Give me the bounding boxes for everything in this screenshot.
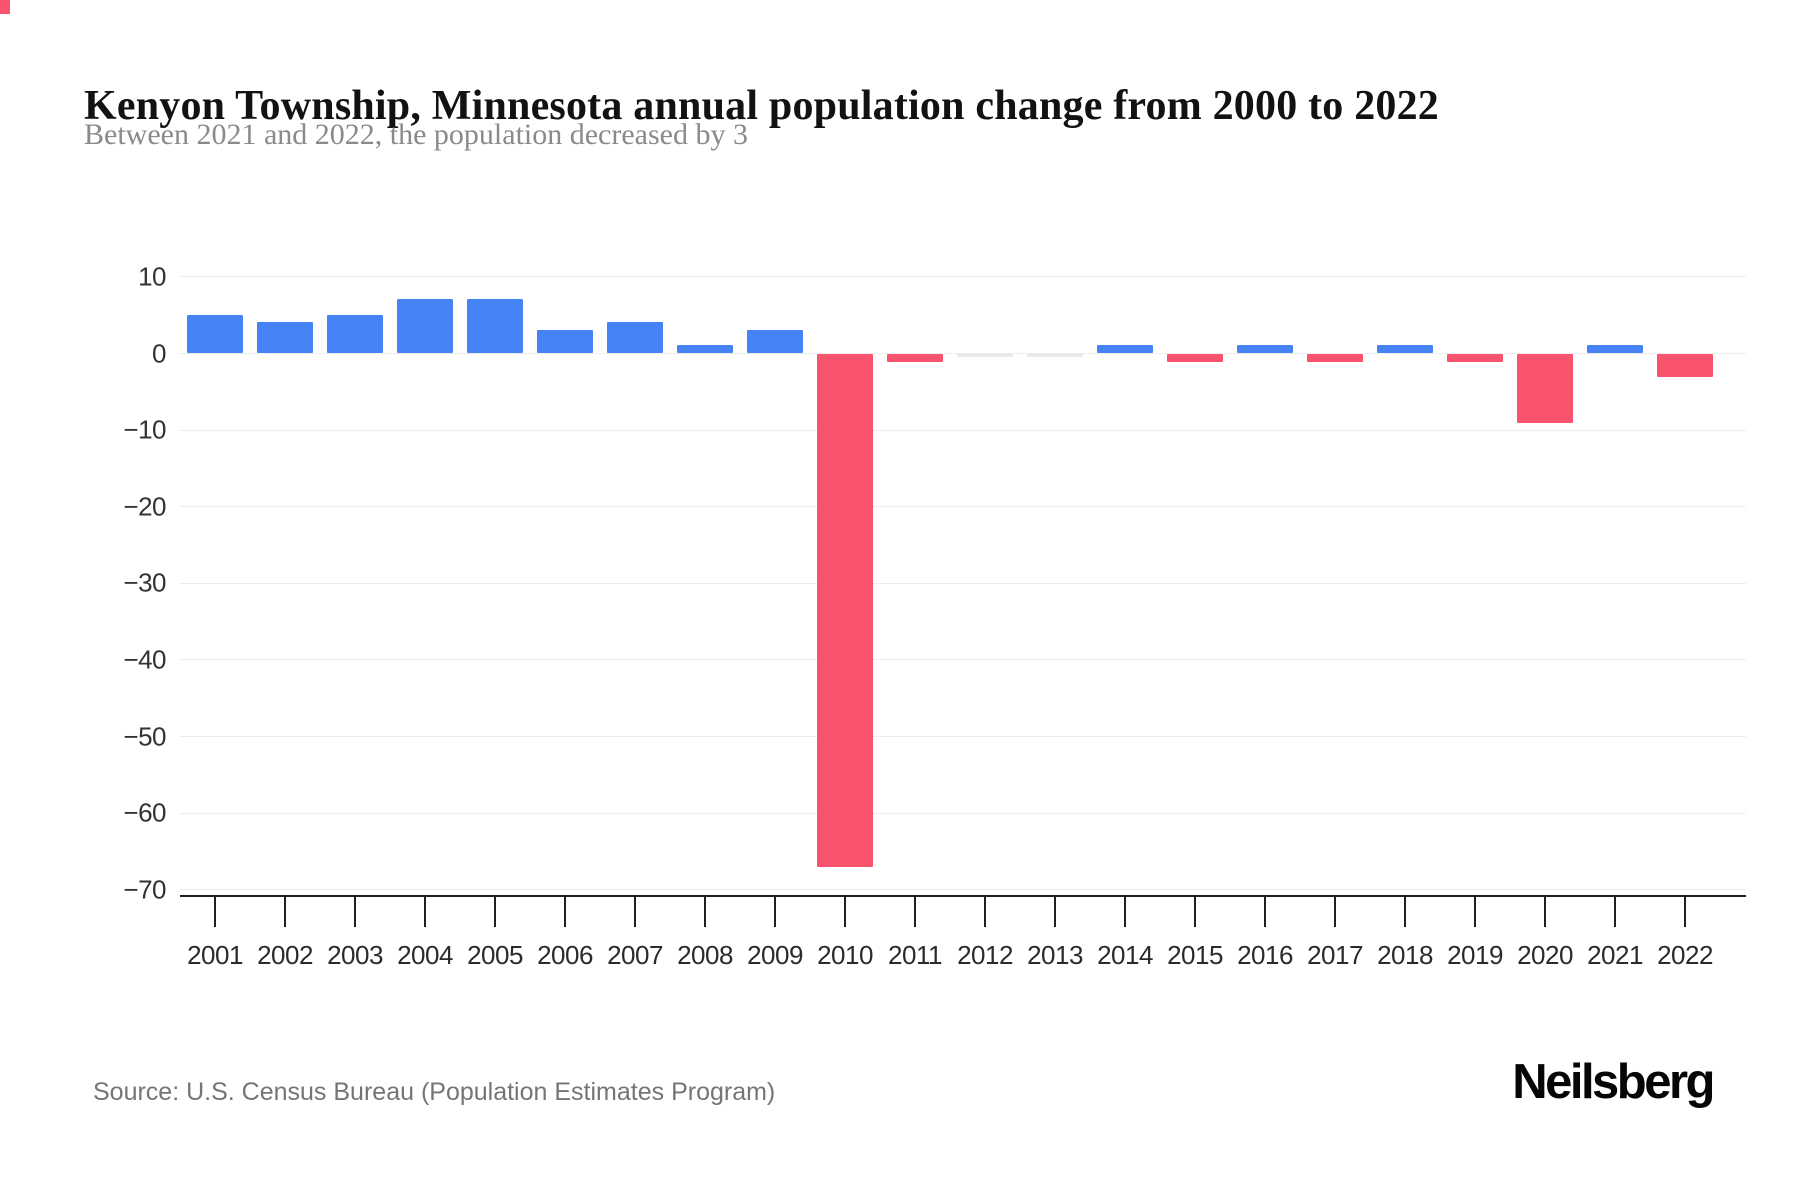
gridline [180, 353, 1746, 354]
x-axis-tick [1474, 897, 1476, 927]
bar [817, 354, 873, 868]
y-axis-label: −40 [123, 644, 166, 675]
x-axis-label: 2013 [1027, 940, 1083, 970]
x-axis-tick [704, 897, 706, 927]
bar [1657, 354, 1713, 377]
bar [1167, 354, 1223, 362]
bar [467, 299, 523, 353]
x-axis-label: 2011 [888, 940, 942, 970]
gridline [180, 812, 1746, 814]
x-axis-tick [354, 897, 356, 927]
x-axis-tick [1614, 897, 1616, 927]
bar [397, 299, 453, 353]
x-axis-label: 2008 [677, 940, 733, 970]
source-text: Source: U.S. Census Bureau (Population E… [93, 1078, 776, 1106]
x-axis-tick [214, 897, 216, 927]
gridline [180, 506, 1746, 508]
x-axis-tick [424, 897, 426, 927]
x-axis-label: 2014 [1097, 940, 1153, 970]
x-axis-label: 2012 [957, 940, 1013, 970]
bar [887, 354, 943, 362]
x-axis-tick [494, 897, 496, 927]
x-axis-tick [284, 897, 286, 927]
y-axis-label: −50 [123, 721, 166, 751]
bar [257, 322, 313, 353]
x-axis-tick [1334, 897, 1336, 927]
page-title: Kenyon Township, Minnesota annual popula… [84, 83, 1439, 130]
bar [1517, 354, 1573, 423]
x-axis-label: 2017 [1307, 940, 1363, 970]
x-axis-tick [564, 897, 566, 927]
page-subtitle: Between 2021 and 2022, the population de… [84, 118, 748, 151]
bar [187, 314, 243, 353]
x-axis-label: 2016 [1237, 940, 1293, 970]
x-axis-tick [1404, 897, 1406, 927]
x-axis-label: 2002 [257, 940, 313, 970]
x-axis-label: 2004 [397, 940, 453, 970]
x-axis-label: 2021 [1587, 940, 1643, 970]
x-axis-tick [1124, 897, 1126, 927]
gridline [180, 582, 1746, 584]
bar [747, 330, 803, 353]
y-axis-label: −70 [123, 874, 166, 905]
y-axis-label: −30 [123, 567, 166, 598]
y-axis-label: −10 [123, 414, 166, 445]
x-axis-tick [1054, 897, 1056, 927]
corner-marker [0, 0, 10, 14]
x-axis-tick [984, 897, 986, 927]
x-axis-label: 2001 [187, 940, 243, 970]
bar [607, 322, 663, 353]
bar [327, 314, 383, 353]
x-axis-tick [1684, 897, 1686, 927]
y-axis-label: 10 [138, 261, 166, 292]
x-axis-tick [844, 897, 846, 927]
x-axis-tick [914, 897, 916, 927]
bar [1377, 345, 1433, 353]
bar [1587, 345, 1643, 353]
y-axis-label: −20 [123, 491, 166, 522]
gridline [180, 429, 1746, 431]
x-axis-label: 2009 [747, 940, 803, 970]
gridline [180, 276, 1746, 278]
x-axis-label: 2019 [1447, 940, 1503, 970]
x-axis-tick [1194, 897, 1196, 927]
bar [677, 345, 733, 353]
gridline [180, 659, 1746, 661]
gridline [180, 889, 1746, 891]
x-axis-label: 2010 [817, 940, 873, 970]
x-axis-tick [634, 897, 636, 927]
gridline [180, 736, 1746, 737]
x-axis-label: 2007 [607, 940, 663, 970]
bar [1237, 345, 1293, 353]
x-axis-line [180, 895, 1746, 897]
x-axis-label: 2005 [467, 940, 523, 970]
y-axis-label: −60 [123, 797, 166, 828]
bar [1097, 345, 1153, 353]
x-axis-label: 2020 [1517, 940, 1573, 970]
bar [957, 354, 1013, 357]
x-axis-tick [1544, 897, 1546, 927]
bar [1027, 354, 1083, 357]
bar [1447, 354, 1503, 362]
bar-chart: 10 0 −10 −20 −30 −40 −50 −60 −70 2001 2002 2003 2004… [84, 232, 1774, 1002]
x-axis-label: 2015 [1167, 940, 1223, 970]
x-axis-label: 2022 [1657, 940, 1713, 970]
x-axis-tick [774, 897, 776, 927]
x-axis-label: 2003 [327, 940, 383, 970]
bar [537, 330, 593, 353]
x-axis-tick [1264, 897, 1266, 927]
brand-logo: Neilsberg [1512, 1055, 1715, 1109]
x-axis-label: 2006 [537, 940, 593, 970]
y-axis-label: 0 [152, 338, 166, 368]
bar [1307, 354, 1363, 362]
x-axis-label: 2018 [1377, 940, 1433, 970]
